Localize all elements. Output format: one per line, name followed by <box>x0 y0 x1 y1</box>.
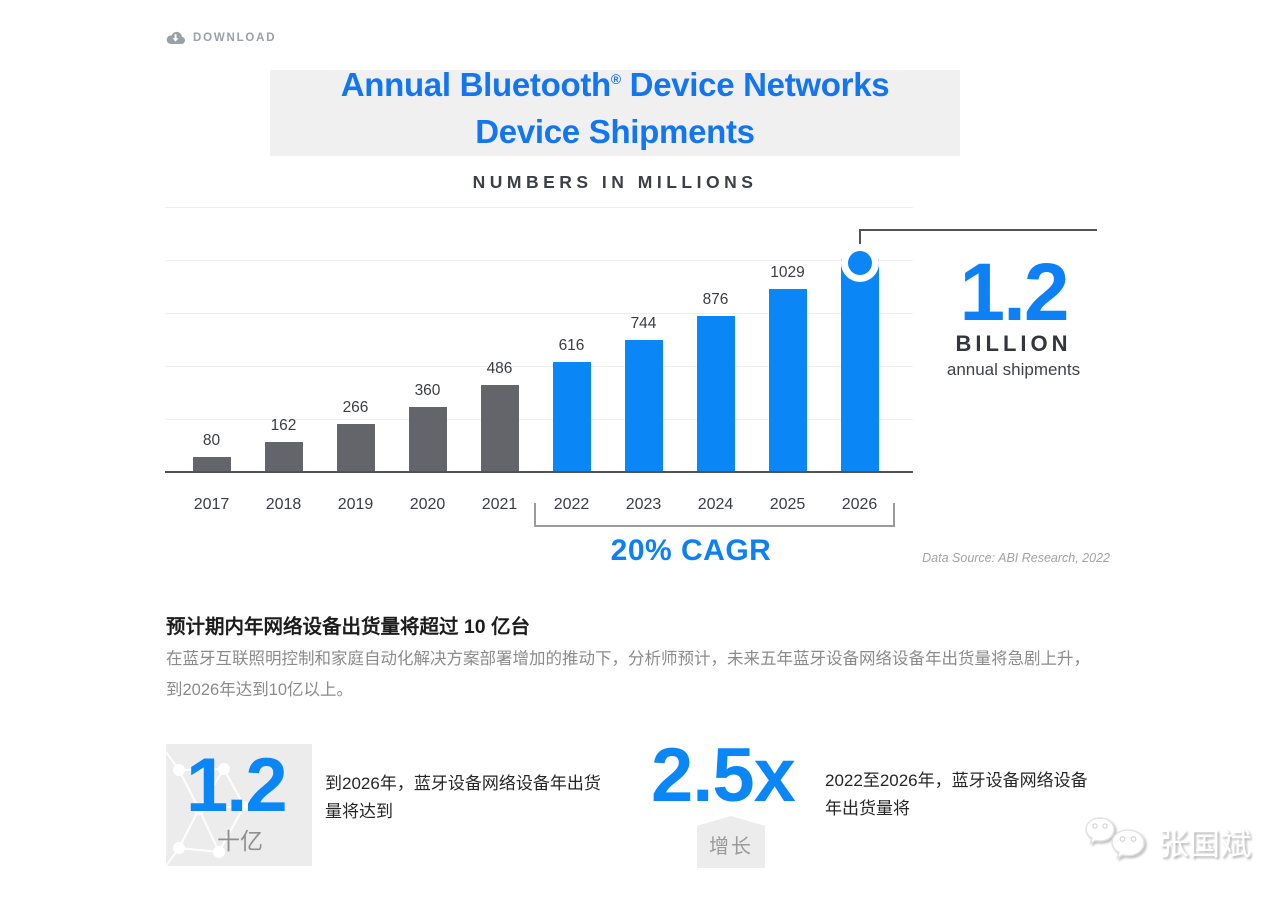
download-button[interactable]: DOWNLOAD <box>166 30 276 45</box>
x-axis-line <box>165 471 913 473</box>
gridline <box>165 260 913 261</box>
x-tick-2019: 2019 <box>337 496 374 513</box>
watermark: 张国斌 <box>1082 814 1251 868</box>
x-tick-2022: 2022 <box>553 496 590 513</box>
bar-value-2023: 744 <box>630 315 657 332</box>
stat1-description: 到2026年，蓝牙设备网络设备年出货量将达到 <box>325 774 601 821</box>
x-tick-2025: 2025 <box>769 496 806 513</box>
x-tick-2018: 2018 <box>265 496 302 513</box>
x-tick-2026: 2026 <box>841 496 878 513</box>
stat2-badge-label: 增长 <box>709 836 753 858</box>
marker-dot-2026 <box>847 251 872 275</box>
callout-connector-horizontal <box>859 229 1097 231</box>
cagr-label: 20% CAGR <box>610 534 772 567</box>
insight-body: 在蓝牙互联照明控制和家庭自动化解决方案部署增加的推动下，分析师预计，未来五年蓝牙… <box>166 650 1090 699</box>
x-tick-2021: 2021 <box>481 496 518 513</box>
stat2-value: 2.5x <box>651 733 796 818</box>
chart-subtitle: NUMBERS IN MILLIONS <box>472 172 758 192</box>
stat2-growth-badge: 增长 <box>697 816 765 868</box>
bar-2018 <box>264 442 303 471</box>
x-tick-2023: 2023 <box>625 496 662 513</box>
watermark-name: 张国斌 <box>1158 826 1251 862</box>
cagr-bracket <box>534 503 895 527</box>
bar-2021 <box>480 385 519 471</box>
gridline <box>165 207 913 208</box>
chart-title: Annual Bluetooth® Device Networks Device… <box>340 66 890 150</box>
bar-2019 <box>336 424 375 471</box>
stat1-unit: 十亿 <box>217 828 263 854</box>
data-source-note: Data Source: ABI Research, 2022 <box>922 551 1110 565</box>
insight-heading: 预计期内年网络设备出货量将超过 10 亿台 <box>166 616 531 638</box>
callout-2026: 1.2 BILLION annual shipments <box>931 247 1096 380</box>
bar-2020 <box>408 407 447 471</box>
x-tick-2020: 2020 <box>409 496 446 513</box>
stat1-value: 1.2 <box>186 743 288 828</box>
callout-connector-vertical <box>858 229 861 251</box>
x-tick-2024: 2024 <box>697 496 734 513</box>
bar-value-2025: 1029 <box>770 264 805 281</box>
bar-value-2022: 616 <box>558 337 585 354</box>
gridline <box>165 313 913 314</box>
bar-chart: 80 2017 162 2018 266 2019 360 2020 486 2021 616 202… <box>165 207 1097 513</box>
stat2-description: 2022至2026年，蓝牙设备网络设备年出货量将 <box>825 771 1088 818</box>
gridline <box>165 366 913 367</box>
bar-value-2024: 876 <box>702 291 729 308</box>
cloud-download-icon <box>166 30 185 45</box>
callout-unit: BILLION <box>955 331 1072 356</box>
gridline <box>165 419 913 420</box>
bar-2026 <box>840 259 879 471</box>
bar-2017 <box>192 457 231 471</box>
wechat-logo-icon <box>1082 814 1152 868</box>
bar-value-2017: 80 <box>202 432 221 449</box>
stat1-tile: 1.2 十亿 <box>166 744 312 866</box>
download-label: DOWNLOAD <box>193 31 277 44</box>
bar-value-2019: 266 <box>342 399 369 416</box>
bar-value-2020: 360 <box>414 382 441 399</box>
registered-mark: ® <box>610 71 621 87</box>
bar-2025 <box>768 289 807 471</box>
chart-title-band: Annual Bluetooth® Device Networks Device… <box>270 66 960 156</box>
bar-2023 <box>624 340 663 471</box>
x-tick-2017: 2017 <box>193 496 230 513</box>
bar-2022 <box>552 362 591 471</box>
callout-caption: annual shipments <box>946 360 1081 379</box>
callout-value: 1.2 <box>959 247 1070 338</box>
bar-2024 <box>696 316 735 471</box>
bar-value-2018: 162 <box>270 417 297 434</box>
bar-value-2021: 486 <box>486 360 513 377</box>
